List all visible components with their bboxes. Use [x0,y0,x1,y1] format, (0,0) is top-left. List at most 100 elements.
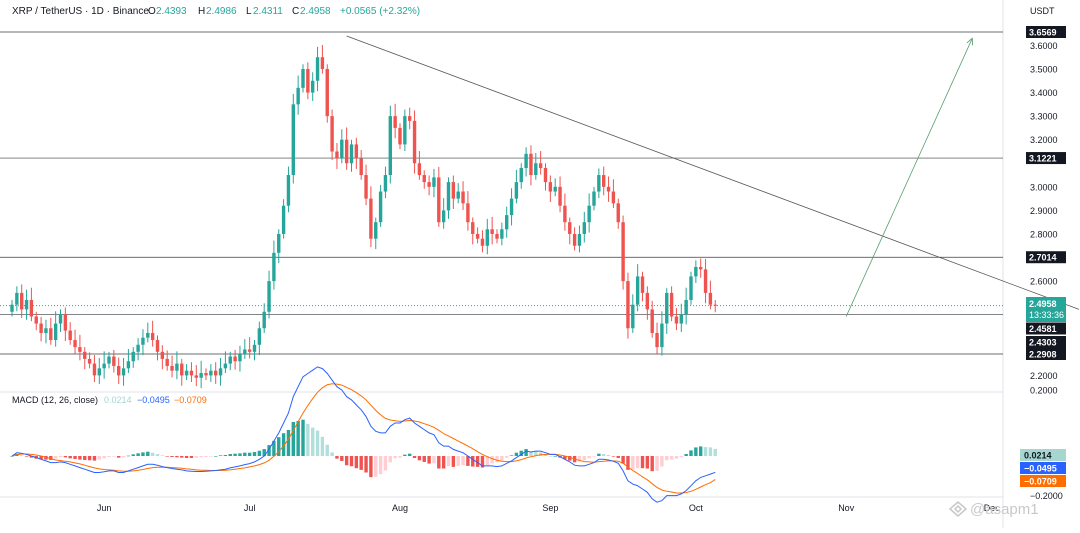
price-level-label-4-text: 2.4303 [1029,338,1057,348]
candle-body [631,304,635,329]
macd-histogram-bar [10,456,14,457]
change-value: +0.0565 (+2.32%) [340,6,420,17]
candle-body [616,203,620,223]
candle-body [301,68,305,88]
candle-body [446,182,451,211]
macd-histogram-bar [349,456,354,467]
macd-histogram-bar [543,454,548,456]
macd-histogram-bar [466,456,470,466]
macd-histogram-bar [500,456,504,461]
candle-body [485,229,489,246]
candle-body [451,182,456,199]
symbol-legend[interactable]: XRP / TetherUS · 1D · Binance O 2.4393 H… [12,6,420,17]
y-tick-label: 3.0000 [1030,182,1058,192]
macd-histogram-bar [684,454,688,456]
candle-body [509,198,514,216]
candle-body [529,153,533,176]
price-level-label-0-bg [1026,26,1066,38]
last-price-value: 2.4958 [1029,299,1057,309]
price-level-label-5[interactable]: 2.2908 [1026,348,1066,360]
macd-histogram-bar [214,456,218,457]
macd-histogram-bar [170,456,174,457]
y-tick-label: 2.9000 [1030,206,1058,216]
macd-histogram-bar [665,456,669,461]
candle-body [689,276,693,300]
macd-title: MACD (12, 26, close) [12,395,98,405]
candle-body [291,104,295,176]
y-tick-label: 3.6000 [1030,41,1058,51]
watermark-text: @asapm1 [970,501,1039,518]
candle-body [126,361,131,369]
price-level-label-4[interactable]: 2.4303 [1026,336,1066,348]
macd-histogram-bar [669,456,674,460]
macd-histogram-bar [121,456,126,458]
candle-body [427,182,431,187]
close-label: C [292,6,299,17]
price-level-label-0-text: 3.6569 [1029,28,1057,38]
macd-histogram-bar [209,456,213,457]
candle-body [660,323,664,348]
macd-histogram-bar [301,419,305,456]
candle-body [87,358,92,364]
candle-body [92,363,97,376]
watermark: @asapm1 [948,501,1039,518]
price-level-label-3-text: 2.4581 [1029,324,1057,334]
macd-histogram-bar [626,456,630,470]
price-level-label-2-text: 2.7014 [1029,253,1057,263]
macd-legend[interactable]: MACD (12, 26, close) 0.0214 −0.0495 −0.0… [12,395,207,405]
candle-body [247,349,252,352]
drawings [346,35,1080,317]
candle-body [194,375,198,378]
candle-body [170,365,174,371]
macd-histogram-bar [597,453,601,456]
candle-body [669,292,674,317]
low-label: L [246,6,252,17]
candle-body [311,80,315,93]
candle-body [553,186,557,192]
macd-histogram-bar [485,456,489,466]
macd-histogram-bar [277,437,281,456]
candle-body [364,175,368,199]
macd-histogram-bar [97,456,101,460]
candle-body [713,304,717,306]
price-level-label-1[interactable]: 3.1221 [1026,152,1066,165]
macd-histogram-bar [369,456,373,478]
candle-body [456,191,460,199]
projection-arrow[interactable] [845,38,973,317]
candle-body [53,323,58,341]
macd-histogram-bar [398,456,402,458]
candle-body [635,276,640,305]
candle-body [335,151,339,159]
macd-histogram-bar [311,427,315,456]
candle-body [228,356,232,364]
macd-histogram-bar [146,451,150,456]
candle-body [10,304,14,312]
macd-value-tag-text: 0.0214 [1024,451,1052,461]
y-tick-label: 2.8000 [1030,229,1058,239]
macd-histogram-bar [640,456,645,469]
price-level-label-3[interactable]: 2.4581 [1026,322,1066,335]
candle-body [184,370,189,376]
macd-histogram-bar [165,456,169,457]
macd-histogram-bar [534,451,538,456]
candle-body [102,363,106,369]
macd-value-tag-text: −0.0495 [1024,464,1057,474]
candle-body [606,186,611,192]
candle-body [320,57,325,69]
candle-body [155,340,160,352]
x-tick-label: Nov [838,503,855,513]
macd-hist-value: 0.0214 [104,395,132,405]
price-level-label-2[interactable]: 2.7014 [1026,251,1066,264]
candle-body [383,175,388,192]
close-value: 2.4958 [300,6,331,17]
macd-histogram-bar [582,456,586,461]
price-level-label-0[interactable]: 3.6569 [1026,26,1066,38]
candle-body [650,309,654,333]
x-tick-label: Jun [97,503,112,513]
candle-body [665,292,669,324]
trendline[interactable] [346,35,1080,310]
candle-body [344,139,349,164]
candle-body [505,215,509,230]
